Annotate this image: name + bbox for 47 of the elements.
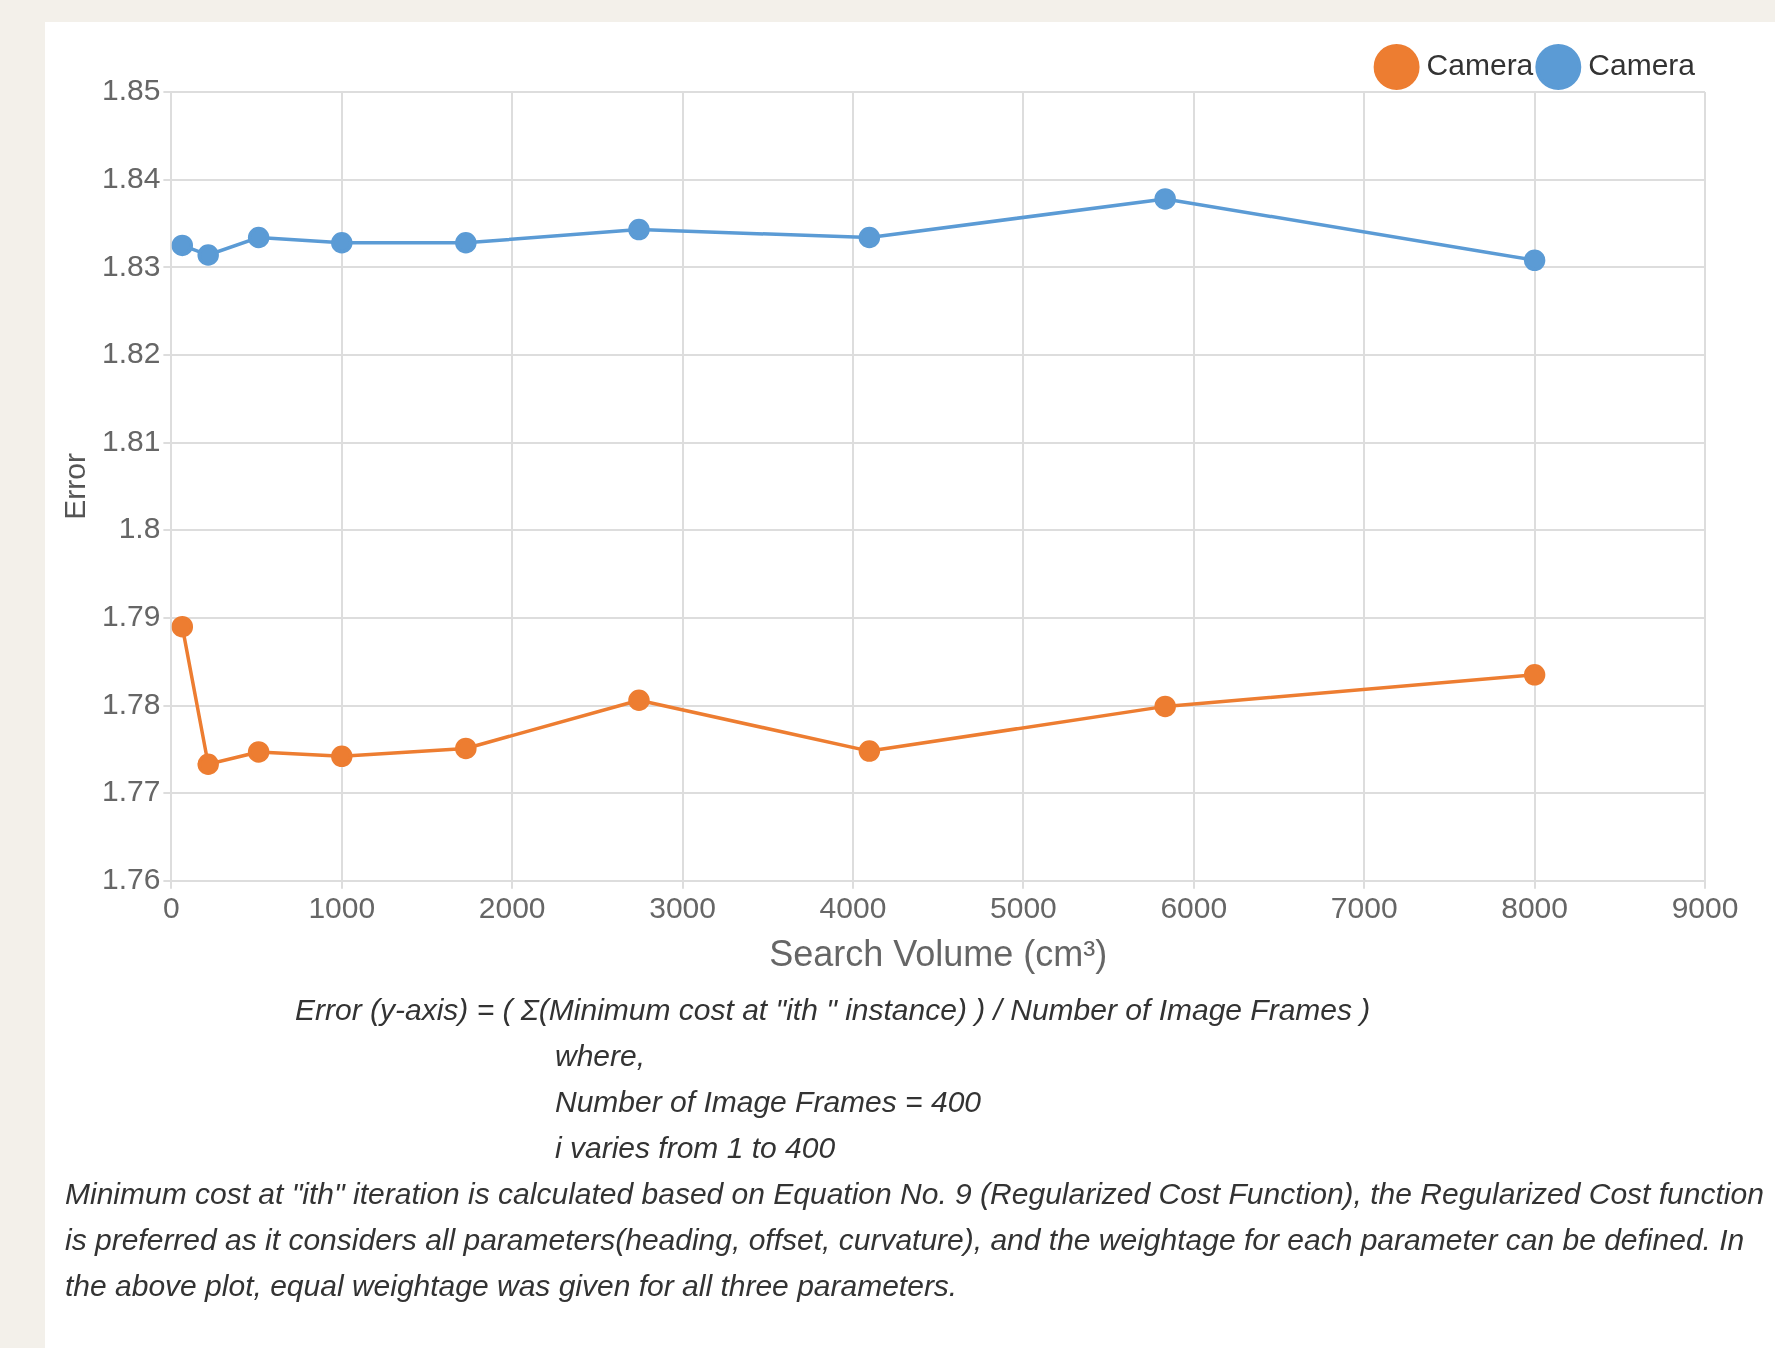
point: [197, 753, 219, 775]
point: [331, 745, 353, 768]
x-tick-label: 6000: [1160, 891, 1228, 925]
x-tick-label: 8000: [1501, 891, 1568, 925]
y-tick-label: 1.79: [102, 599, 161, 633]
legend-label: Camera: [1588, 48, 1696, 82]
point: [1154, 188, 1176, 210]
point: [858, 740, 881, 762]
x-tick-label: 4000: [819, 891, 887, 925]
x-tick-label: 0: [163, 891, 180, 925]
y-axis-title: Error: [58, 453, 92, 520]
legend-label: Camera: [1426, 48, 1534, 82]
y-tick-label: 1.77: [102, 774, 161, 808]
y-tick-label: 1.76: [102, 862, 161, 896]
y-tick-label: 1.78: [102, 686, 161, 720]
point: [858, 226, 881, 249]
y-tick-label: 1.81: [102, 423, 161, 457]
point: [628, 218, 650, 241]
point: [1154, 695, 1176, 718]
point: [628, 689, 650, 711]
point: [197, 244, 219, 266]
x-tick-label: 1000: [308, 891, 376, 925]
y-tick-label: 1.83: [102, 248, 161, 282]
text: Number of Image Frames = 400: [555, 1084, 983, 1120]
y-tick-label: 1.85: [102, 73, 161, 107]
text: Minimum cost at "ith" iteration is calculated based on Equation No. 9 (Regularized Cost Function), the Regularized Cost function is preferred as it considers all parameters(heading, offset, curvature), and the weightage for each parameter can be defined. In the above plot, equal weightage was given for all three parameters.: [65, 1176, 1765, 1304]
point: [455, 232, 477, 254]
x-tick-label: 9000: [1671, 891, 1739, 925]
y-tick-label: 1.82: [102, 336, 161, 370]
y-tick-label: 1.8: [118, 511, 161, 545]
point: [247, 226, 270, 249]
x-tick-label: 7000: [1330, 891, 1398, 925]
y-tick-label: 1.84: [102, 160, 161, 194]
point: [171, 615, 194, 638]
point: [331, 232, 353, 254]
text: Error (y-axis) = ( Σ(Minimum cost at "ith " instance) ) / Number of Image Frames ): [295, 992, 1372, 1028]
x-tick-label: 5000: [990, 891, 1057, 925]
x-tick-label: 2000: [478, 891, 546, 925]
point: [1523, 249, 1546, 272]
text: where,: [555, 1038, 647, 1074]
text: i varies from 1 to 400: [555, 1130, 837, 1166]
point: [171, 234, 194, 257]
point: [1523, 664, 1546, 686]
x-tick-label: 3000: [649, 891, 716, 925]
point: [247, 741, 270, 763]
x-axis-title: Search Volume (cm³): [769, 933, 1108, 975]
point: [455, 737, 477, 760]
